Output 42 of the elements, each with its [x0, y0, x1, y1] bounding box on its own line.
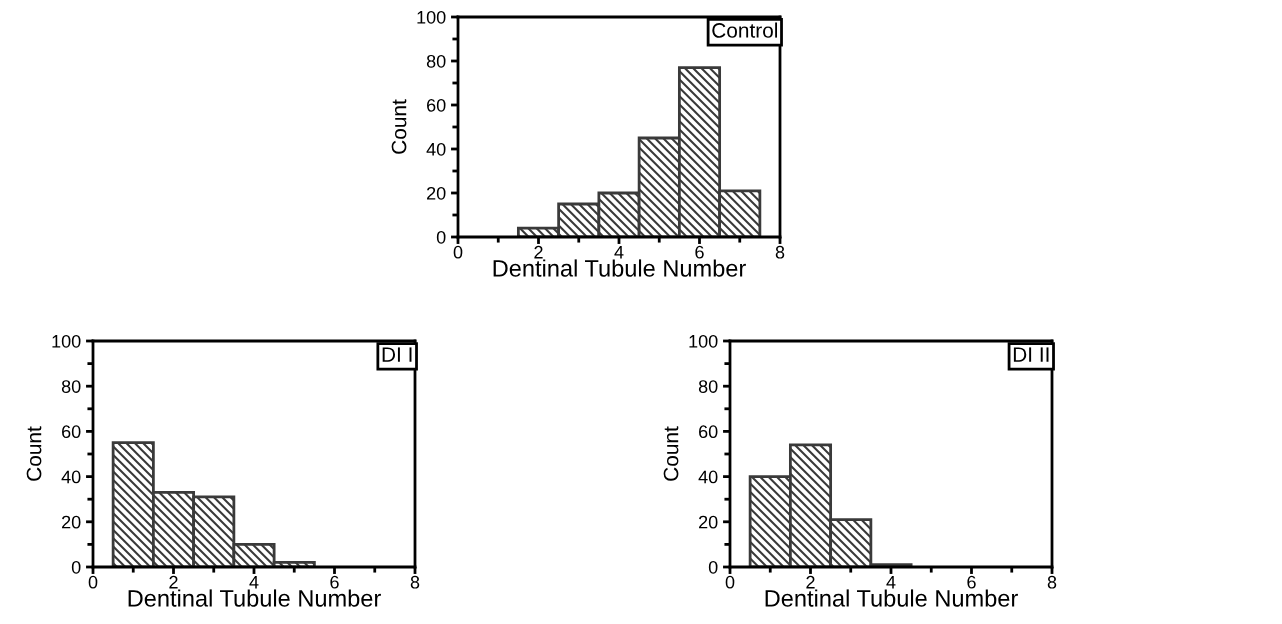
x-tick-label: 8 [775, 245, 785, 259]
x-tick-label: 2 [169, 575, 178, 589]
x-tick-label: 6 [695, 245, 704, 259]
x-tick-label: 4 [614, 246, 624, 259]
x-tick-label: 2 [534, 245, 543, 259]
x-axis-title: Dentinal Tubule Number [493, 259, 746, 277]
y-tick-label: 20 [427, 186, 446, 200]
y-axis-title: Count [663, 426, 679, 481]
y-axis-title: Count [26, 426, 42, 481]
x-tick-label: 0 [453, 245, 463, 259]
y-tick-label: 40 [698, 470, 718, 484]
y-tick-label: 60 [699, 425, 718, 439]
y-tick-label: 40 [426, 142, 446, 156]
annotation: DI I [382, 347, 412, 362]
x-tick-label: 4 [249, 576, 259, 589]
y-tick-label: 100 [417, 10, 446, 24]
y-tick-label: 20 [62, 515, 81, 529]
x-tick-label: 0 [725, 575, 735, 589]
y-tick-label: 0 [436, 230, 446, 244]
y-tick-label: 0 [71, 560, 81, 574]
x-tick-label: 0 [88, 575, 98, 589]
y-tick-label: 80 [426, 54, 446, 68]
x-tick-label: 2 [806, 575, 815, 589]
x-tick-label: 6 [967, 575, 976, 589]
y-axis-title: Count [391, 99, 407, 154]
annotation: DI II [1013, 347, 1049, 362]
x-tick-label: 4 [886, 576, 896, 589]
y-tick-label: 0 [708, 560, 718, 574]
y-tick-label: 60 [62, 425, 81, 439]
annotation: Control [712, 22, 777, 38]
x-axis-title: Dentinal Tubule Number [765, 589, 1018, 607]
y-tick-label: 40 [61, 470, 81, 484]
x-tick-label: 6 [330, 575, 339, 589]
x-tick-label: 8 [1047, 575, 1057, 589]
y-tick-label: 20 [699, 515, 718, 529]
y-tick-label: 80 [698, 380, 718, 393]
x-axis-title: Dentinal Tubule Number [128, 589, 381, 607]
y-tick-label: 100 [689, 334, 718, 348]
y-tick-label: 100 [52, 334, 81, 348]
y-tick-label: 60 [427, 98, 446, 112]
x-tick-label: 8 [410, 575, 420, 589]
y-tick-label: 80 [61, 380, 81, 393]
